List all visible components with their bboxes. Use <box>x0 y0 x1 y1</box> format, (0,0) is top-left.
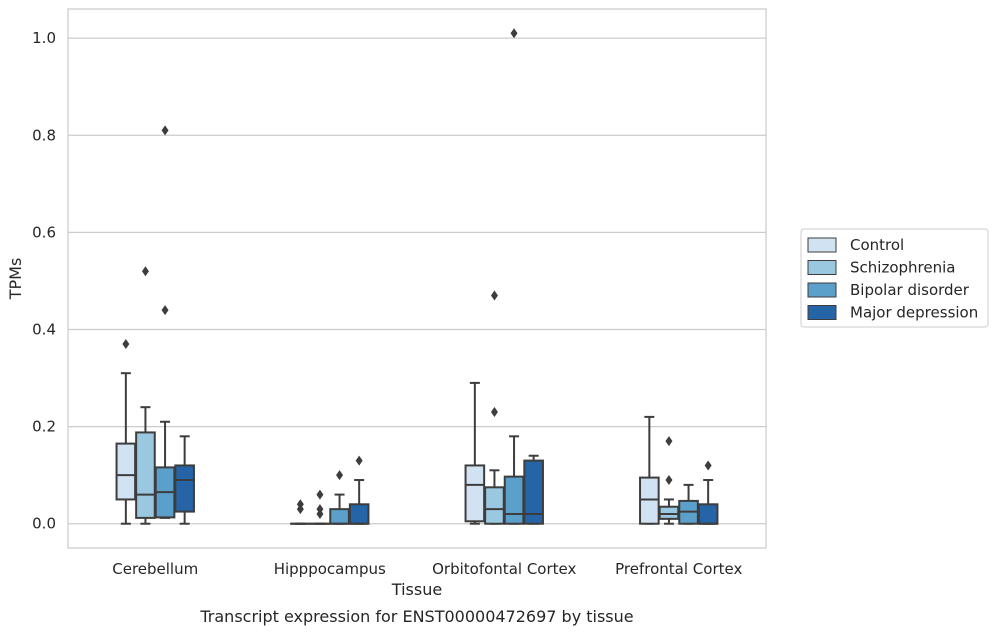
legend-items: Control Schizophrenia Bipolar disorder Majo… <box>807 236 978 322</box>
y-axis-label: TPMs <box>6 258 25 301</box>
legend-frame <box>800 228 989 328</box>
box-schizophrenia <box>135 266 156 525</box>
legend-label: Bipolar disorder <box>850 281 970 299</box>
legend-label: Control <box>850 236 904 254</box>
legend-swatch <box>807 237 837 253</box>
legend-swatch <box>807 260 837 275</box>
box-major-depression <box>348 455 370 525</box>
y-tick-label: 1.0 <box>32 29 56 47</box>
box-series <box>115 28 719 525</box>
plot-area-frame <box>67 8 767 549</box>
y-tick-label: 0.8 <box>32 126 56 144</box>
outlier-point <box>665 475 673 486</box>
box-schizophrenia <box>309 489 331 525</box>
chart-caption: Transcript expression for ENST0000047269… <box>199 607 633 626</box>
box-major-depression <box>174 435 195 525</box>
box-body <box>329 508 350 525</box>
outlier-point <box>316 504 324 515</box>
box-bipolar-disorder <box>678 483 699 525</box>
outlier-point <box>355 455 363 466</box>
legend-swatch <box>807 305 837 320</box>
x-tick-label: Orbitofontal Cortex <box>432 560 576 578</box>
outlier-point <box>704 460 712 471</box>
x-axis-label: Tissue <box>391 580 442 599</box>
y-tick-label: 0.0 <box>32 515 56 533</box>
box-bipolar-disorder <box>329 470 350 525</box>
y-tick-label: 0.6 <box>32 223 56 241</box>
box-major-depression <box>697 460 719 525</box>
box-schizophrenia <box>658 436 680 525</box>
box-bipolar-disorder <box>503 28 525 525</box>
x-tick-labels: Cerebellum Hipppocampus Orbitofontal Corte… <box>112 560 742 578</box>
box-body <box>697 503 719 525</box>
outlier-point <box>316 489 324 500</box>
legend-label: Schizophrenia <box>850 259 955 277</box>
box-control <box>115 339 137 525</box>
legend: Control Schizophrenia Bipolar disorder Majo… <box>800 228 989 328</box>
box-body <box>348 503 370 525</box>
x-tick-label: Cerebellum <box>112 560 198 578</box>
box-bipolar-disorder <box>154 125 176 519</box>
box-control <box>464 381 486 525</box>
outlier-point <box>122 339 130 350</box>
box-body <box>503 475 525 525</box>
y-tick-label: 0.2 <box>32 418 56 436</box>
outlier-point <box>141 266 149 277</box>
outlier-point <box>490 290 498 301</box>
outlier-point <box>336 470 344 481</box>
box-body <box>639 476 660 525</box>
gridlines <box>68 37 766 525</box>
box-schizophrenia <box>484 290 505 525</box>
box-body <box>115 442 137 501</box>
box-body <box>135 431 156 519</box>
y-tick-labels: 0.0 0.2 0.4 0.6 0.8 1.0 <box>32 29 56 533</box>
legend-label: Major depression <box>850 304 978 322</box>
x-tick-label: Prefrontal Cortex <box>615 560 742 578</box>
box-body <box>523 459 544 525</box>
legend-swatch <box>807 282 837 298</box>
outlier-point <box>510 28 518 39</box>
box-body <box>174 464 195 513</box>
box-control <box>290 499 311 525</box>
outlier-point <box>161 305 169 316</box>
box-major-depression <box>523 454 544 525</box>
outlier-point <box>296 499 304 510</box>
box-body <box>464 464 486 523</box>
box-body <box>658 505 680 520</box>
x-tick-label: Hipppocampus <box>274 560 386 578</box>
outlier-point <box>665 436 673 447</box>
box-body <box>484 486 505 525</box>
box-control <box>639 415 660 525</box>
y-tick-label: 0.4 <box>32 320 56 338</box>
outlier-point <box>161 125 169 136</box>
outlier-point <box>490 407 498 418</box>
